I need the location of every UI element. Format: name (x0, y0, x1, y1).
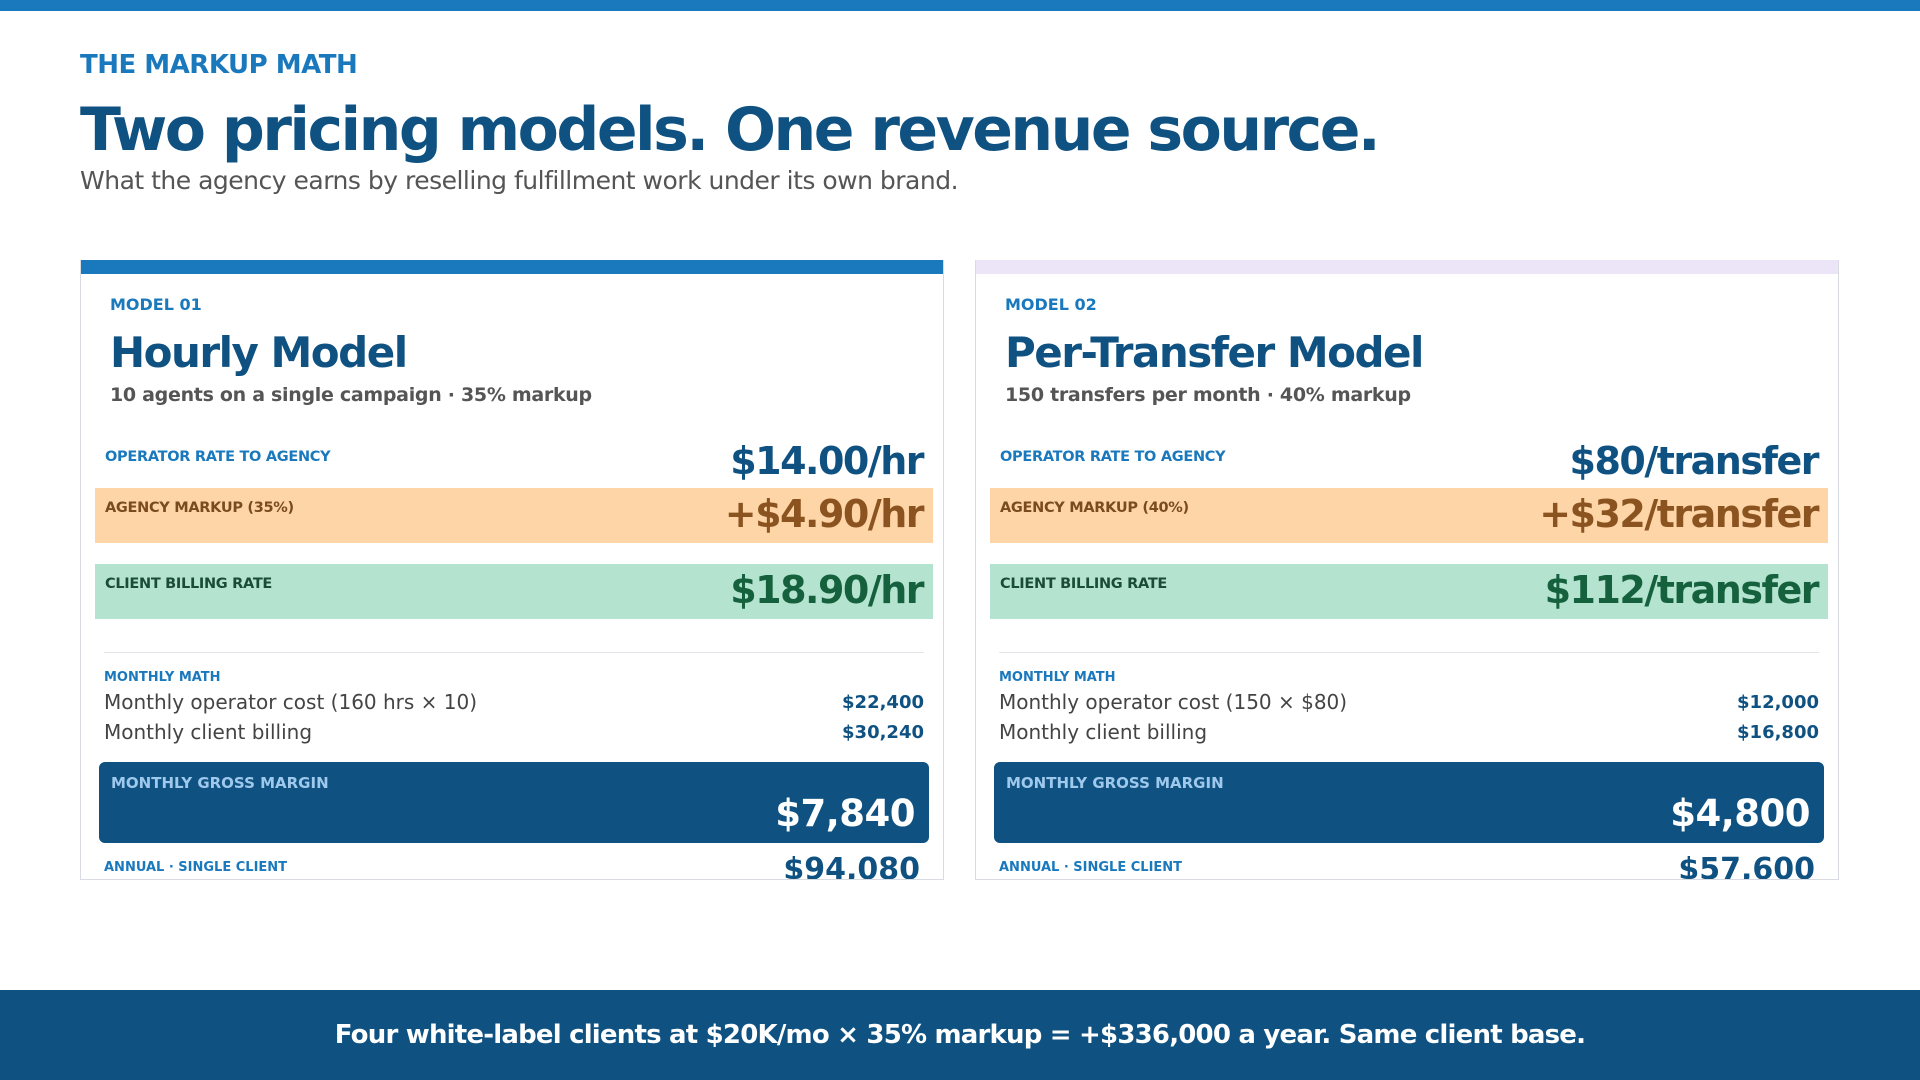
gross-margin-value: $4,800 (1670, 792, 1810, 835)
client-billing-value: $30,240 (842, 722, 924, 743)
agency-markup-label: AGENCY MARKUP (40%) (1000, 500, 1189, 516)
operator-cost-value: $12,000 (1737, 692, 1819, 713)
agency-markup-value: +$32/transfer (1539, 492, 1819, 536)
operator-rate-value: $80/transfer (1569, 439, 1820, 483)
client-billing-rate-row: CLIENT BILLING RATE $112/transfer (990, 564, 1828, 619)
gross-margin-box: MONTHLY GROSS MARGIN $7,840 (99, 762, 929, 843)
client-billing-label: Monthly client billing (999, 720, 1208, 744)
agency-markup-value: +$4.90/hr (724, 492, 925, 536)
agency-markup-row: AGENCY MARKUP (35%) +$4.90/hr (95, 488, 933, 543)
gross-margin-label: MONTHLY GROSS MARGIN (1006, 774, 1224, 792)
annual-value: $94,080 (783, 852, 920, 880)
divider (104, 652, 924, 653)
top-accent-bar (0, 0, 1920, 11)
page-title: Two pricing models. One revenue source. (80, 95, 1381, 165)
annual-label: ANNUAL · SINGLE CLIENT (104, 860, 288, 875)
page-subtitle: What the agency earns by reselling fulfi… (80, 166, 959, 195)
monthly-math-label: MONTHLY MATH (104, 670, 221, 685)
operator-rate-row: OPERATOR RATE TO AGENCY $14.00/hr (95, 435, 933, 490)
model-name: Per-Transfer Model (1005, 328, 1424, 377)
operator-rate-value: $14.00/hr (730, 439, 924, 483)
client-billing-rate-label: CLIENT BILLING RATE (105, 576, 273, 592)
card-accent-bar (976, 260, 1838, 274)
client-billing-rate-value: $18.90/hr (730, 568, 924, 612)
operator-rate-label: OPERATOR RATE TO AGENCY (1000, 449, 1226, 465)
operator-cost-line: Monthly operator cost (160 hrs × 10) $22… (104, 690, 924, 718)
model-name: Hourly Model (110, 328, 408, 377)
client-billing-rate-label: CLIENT BILLING RATE (1000, 576, 1168, 592)
model-card-per-transfer: MODEL 02 Per-Transfer Model 150 transfer… (975, 260, 1839, 880)
client-billing-line: Monthly client billing $30,240 (104, 720, 924, 748)
operator-rate-row: OPERATOR RATE TO AGENCY $80/transfer (990, 435, 1828, 490)
gross-margin-label: MONTHLY GROSS MARGIN (111, 774, 329, 792)
annual-label: ANNUAL · SINGLE CLIENT (999, 860, 1183, 875)
footer-text: Four white-label clients at $20K/mo × 35… (334, 1020, 1586, 1050)
operator-cost-value: $22,400 (842, 692, 924, 713)
agency-markup-row: AGENCY MARKUP (40%) +$32/transfer (990, 488, 1828, 543)
divider (999, 652, 1819, 653)
client-billing-label: Monthly client billing (104, 720, 313, 744)
gross-margin-box: MONTHLY GROSS MARGIN $4,800 (994, 762, 1824, 843)
operator-cost-line: Monthly operator cost (150 × $80) $12,00… (999, 690, 1819, 718)
monthly-math-label: MONTHLY MATH (999, 670, 1116, 685)
card-accent-bar (81, 260, 943, 274)
gross-margin-value: $7,840 (775, 792, 915, 835)
model-tag: MODEL 02 (1005, 295, 1097, 314)
operator-cost-label: Monthly operator cost (150 × $80) (999, 690, 1348, 714)
model-description: 150 transfers per month · 40% markup (1005, 384, 1411, 406)
model-tag: MODEL 01 (110, 295, 202, 314)
eyebrow-label: THE MARKUP MATH (80, 50, 358, 80)
model-description: 10 agents on a single campaign · 35% mar… (110, 384, 592, 406)
agency-markup-label: AGENCY MARKUP (35%) (105, 500, 294, 516)
client-billing-line: Monthly client billing $16,800 (999, 720, 1819, 748)
operator-cost-label: Monthly operator cost (160 hrs × 10) (104, 690, 478, 714)
operator-rate-label: OPERATOR RATE TO AGENCY (105, 449, 331, 465)
client-billing-rate-row: CLIENT BILLING RATE $18.90/hr (95, 564, 933, 619)
footer-banner: Four white-label clients at $20K/mo × 35… (0, 990, 1920, 1080)
model-card-hourly: MODEL 01 Hourly Model 10 agents on a sin… (80, 260, 944, 880)
client-billing-value: $16,800 (1737, 722, 1819, 743)
annual-value: $57,600 (1678, 852, 1815, 880)
client-billing-rate-value: $112/transfer (1544, 568, 1820, 612)
